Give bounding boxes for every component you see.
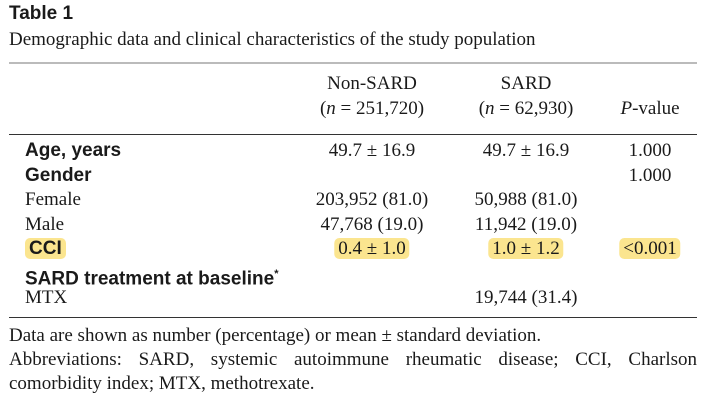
column-header: Non-SARD <box>327 73 417 94</box>
row-label: CCI <box>25 237 66 261</box>
bottom-rule <box>9 317 697 318</box>
cell: 50,988 (81.0) <box>475 188 578 212</box>
row-label-text: Female <box>25 189 81 210</box>
cell-value: 11,942 (19.0) <box>474 213 578 235</box>
notes: Data are shown as number (percentage) or… <box>9 324 697 396</box>
row-label-text: CCI <box>25 238 66 259</box>
cell-value: 50,988 (81.0) <box>474 189 578 210</box>
cell: 0.4 ± 1.0 <box>334 237 410 261</box>
column-header: (n = 251,720) <box>320 97 424 121</box>
cell-value: 1.000 <box>628 164 672 186</box>
cell: <0.001 <box>619 237 681 261</box>
column-header: P-value <box>620 97 679 121</box>
table-title: Table 1 <box>9 3 74 24</box>
note: Data are shown as number (percentage) or… <box>9 325 542 346</box>
row-label: Female <box>25 188 81 212</box>
footnote-mark: * <box>274 267 279 280</box>
cell-value: 1.0 ± 1.2 <box>488 238 564 259</box>
cell-value: 47,768 (19.0) <box>320 213 424 235</box>
header-part: n <box>485 98 495 119</box>
cell: 49.7 ± 16.9 <box>483 139 569 163</box>
row-label-text: Age, years <box>25 140 122 161</box>
row-label: Gender <box>25 164 92 188</box>
row-label-text: SARD treatment at baseline <box>25 267 275 289</box>
header-part: n <box>326 98 336 119</box>
cell-value: 19,744 (31.4) <box>474 287 578 308</box>
cell: 47,768 (19.0) <box>321 213 424 237</box>
header-part: = 62,930) <box>494 98 574 119</box>
note: Abbreviations: SARD, systemic autoimmune… <box>9 349 697 394</box>
header-part: ( <box>478 98 486 119</box>
cell-value: 49.7 ± 16.9 <box>328 140 416 161</box>
column-header: SARD <box>500 73 552 94</box>
cell-value: 49.7 ± 16.9 <box>482 140 570 161</box>
table-subtitle: Demographic data and clinical characteri… <box>9 29 536 50</box>
top-rule <box>9 62 697 64</box>
row-label: MTX <box>25 286 67 310</box>
header-part: P <box>620 98 633 119</box>
cell: 19,744 (31.4) <box>475 286 578 310</box>
row-label: Male <box>25 213 64 237</box>
cell: 1.000 <box>629 164 672 188</box>
cell-value: 203,952 (81.0) <box>315 189 429 210</box>
header-part: -value <box>632 98 680 119</box>
cell: 1.0 ± 1.2 <box>488 237 564 261</box>
row-label: SARD treatment at baseline* <box>25 262 278 291</box>
cell-value: <0.001 <box>619 238 681 259</box>
column-header: (n = 62,930) <box>479 97 574 121</box>
header-part: = 251,720) <box>335 98 425 119</box>
row-label-text: Male <box>25 213 65 235</box>
cell-value: 1.000 <box>628 140 672 161</box>
header-part: ( <box>319 98 327 119</box>
cell-value: 0.4 ± 1.0 <box>334 238 410 259</box>
cell: 49.7 ± 16.9 <box>329 139 415 163</box>
row-label-text: MTX <box>25 287 68 308</box>
cell: 1.000 <box>629 139 672 163</box>
row-label: Age, years <box>25 139 121 163</box>
cell: 11,942 (19.0) <box>475 213 577 237</box>
row-label-text: Gender <box>25 164 92 186</box>
cell: 203,952 (81.0) <box>316 188 428 212</box>
header-rule <box>9 134 697 135</box>
